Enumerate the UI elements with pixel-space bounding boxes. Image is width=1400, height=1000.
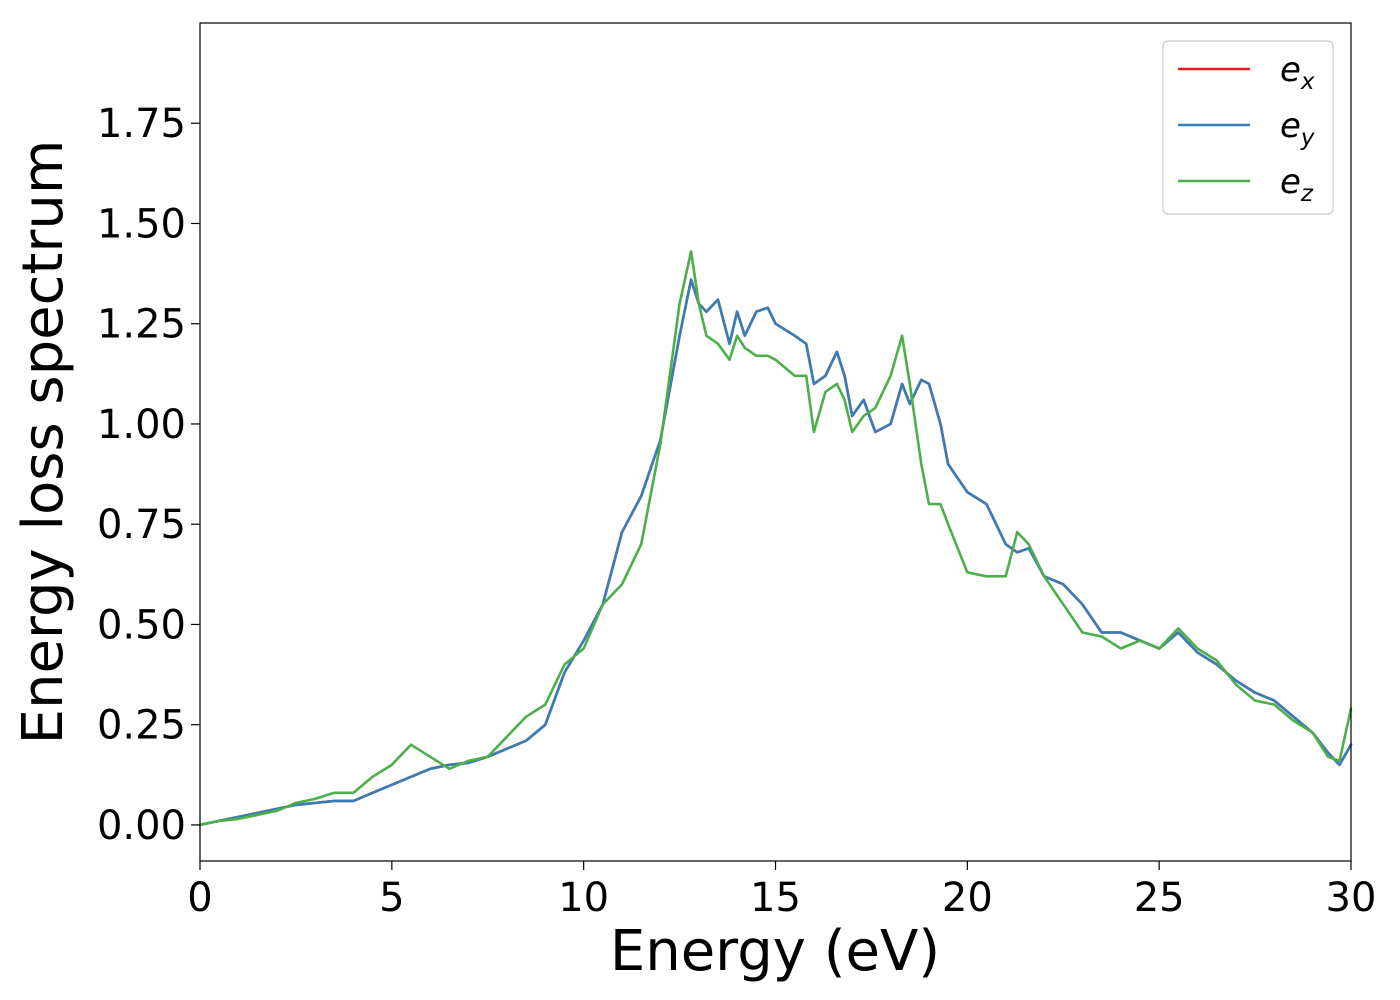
y-axis: 0.00 0.25 0.50 0.75 1.00 1.25 1.50 1.75 [97, 101, 200, 849]
x-axis-title: Energy (eV) [610, 919, 940, 984]
y-tick-label: 1.75 [97, 101, 186, 147]
series-line-e-y [198, 278, 1353, 827]
y-tick-label: 1.25 [97, 302, 186, 348]
x-tick-label: 5 [379, 875, 404, 921]
y-tick-label: 1.50 [97, 201, 186, 247]
y-tick-label: 0.50 [97, 602, 186, 648]
y-tick-label: 1.00 [97, 402, 186, 448]
legend-label-e-z: ez [1280, 162, 1314, 207]
y-tick-label: 0.00 [97, 803, 186, 849]
x-tick-label: 10 [558, 875, 609, 921]
x-tick-label: 30 [1326, 875, 1377, 921]
x-tick-label: 0 [187, 875, 212, 921]
legend-label-e-x: ex [1280, 50, 1315, 95]
x-tick-label: 20 [942, 875, 993, 921]
x-tick-label: 15 [750, 875, 801, 921]
series-line-e-z [198, 250, 1353, 827]
legend-label-e-y: ey [1280, 106, 1315, 151]
y-tick-label: 0.75 [97, 502, 186, 548]
x-tick-label: 25 [1134, 875, 1185, 921]
plot-lines [198, 250, 1353, 827]
x-axis: 0 5 10 15 20 25 30 [187, 861, 1376, 921]
legend-box [1162, 40, 1334, 215]
y-axis-title: Energy loss spectrum [11, 140, 76, 745]
y-tick-label: 0.25 [97, 703, 186, 749]
legend: ex ey ez [1162, 40, 1334, 215]
